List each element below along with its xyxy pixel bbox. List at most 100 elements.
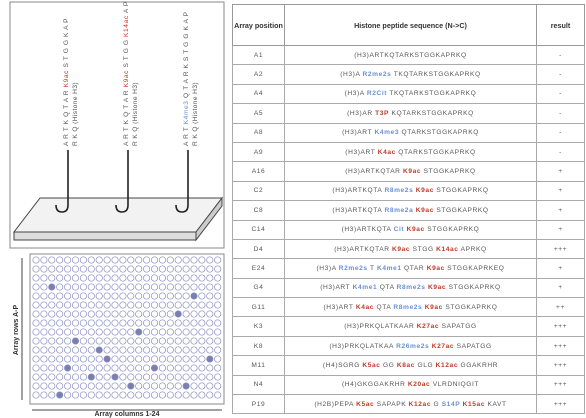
spot	[135, 292, 143, 300]
sequence-segment: (H3)A	[316, 264, 339, 272]
sequence-segment: KQTARKSTGGKAPRKQ	[389, 109, 474, 117]
spot	[174, 355, 182, 363]
spot	[71, 373, 80, 381]
spot	[64, 328, 72, 336]
spot	[56, 256, 64, 264]
spot	[174, 391, 182, 399]
array-position: A1	[232, 44, 285, 66]
spot	[40, 256, 48, 264]
spot	[48, 337, 56, 345]
sequence-segment: A P	[123, 1, 130, 15]
table-row: M11 (H4)SGRG K5ac GG K8ac GLG K12ac GGAKR…	[232, 355, 585, 376]
spot	[56, 355, 64, 363]
spot	[111, 274, 119, 282]
spot	[206, 283, 214, 291]
peptide-sequence: (H4)GKGGAKRHR K20ac VLRDNIQGIT	[284, 374, 537, 396]
result: +	[536, 161, 585, 182]
spot	[119, 337, 127, 345]
spot	[48, 319, 56, 327]
spot	[190, 382, 198, 390]
spot	[206, 301, 214, 309]
spot	[143, 310, 151, 318]
table-row: P19 (H2B)PEPA K5ac SAPAPK K12ac G S14P K1…	[232, 394, 585, 415]
table-row: A1 (H3)ARTKQTARKSTGGKAPRKQ -	[232, 44, 585, 66]
spot	[158, 310, 166, 318]
spot	[64, 373, 72, 381]
spot	[198, 355, 206, 363]
sequence-segment: K9ac	[406, 226, 425, 234]
spot	[32, 346, 40, 354]
spot	[182, 319, 190, 327]
spot	[103, 274, 111, 282]
spot	[174, 337, 182, 345]
spot	[127, 265, 135, 273]
spot	[71, 274, 80, 282]
spot	[111, 355, 119, 363]
peptide-sequence: (H3)ART K4me1 QTA R8me2s K9ac STGGKAPRKQ	[284, 277, 537, 299]
sequence-segment: K9ac	[402, 168, 422, 176]
spot	[190, 337, 198, 345]
spot	[198, 382, 206, 390]
spot	[79, 292, 87, 300]
spot	[95, 373, 103, 381]
spot	[95, 265, 103, 273]
spot	[56, 319, 64, 327]
spot	[190, 256, 198, 264]
sequence-segment: K4me3	[374, 129, 400, 137]
slide	[12, 197, 224, 233]
spot	[182, 337, 190, 345]
spot	[32, 283, 40, 291]
spot	[95, 292, 103, 300]
sequence-segment: S14P	[441, 400, 461, 408]
array-position: A5	[232, 103, 285, 124]
peptide-sequence: A R T K Q T A R K9ac S T G G K A P	[63, 18, 70, 146]
spot	[87, 382, 95, 390]
spot	[158, 355, 166, 363]
array-position: K8	[232, 335, 285, 357]
array-position: M11	[232, 355, 285, 376]
spot	[111, 301, 119, 309]
spot	[103, 292, 111, 300]
spot	[127, 256, 135, 264]
spot	[40, 364, 48, 372]
spot	[158, 256, 166, 264]
spot	[48, 274, 56, 282]
spot	[143, 337, 151, 345]
spot	[182, 364, 190, 372]
spot	[79, 274, 87, 282]
array-position: G4	[232, 277, 285, 299]
linker	[175, 150, 189, 213]
spot	[127, 355, 135, 363]
spot	[198, 373, 206, 381]
sequence-segment: (H3)ARTKQTA	[341, 226, 394, 234]
spot	[214, 283, 222, 291]
spot	[198, 346, 206, 354]
spot	[87, 265, 95, 273]
spot	[103, 319, 111, 327]
spot	[111, 292, 119, 300]
spot	[95, 328, 103, 336]
sequence-segment: K27ac	[416, 323, 440, 331]
sequence-segment: GLG	[415, 361, 436, 369]
slide-side	[195, 196, 223, 242]
spot	[119, 256, 127, 264]
spot	[103, 355, 111, 363]
spot	[198, 337, 206, 345]
spot	[174, 265, 182, 273]
spot	[190, 373, 198, 381]
spot	[190, 310, 198, 318]
spot	[198, 256, 206, 264]
peptide-label: R K Q (Histone H3)	[72, 82, 79, 146]
sequence-segment: (H3)ART	[320, 284, 353, 292]
spot	[150, 265, 159, 273]
spot	[32, 256, 40, 264]
spot	[64, 265, 72, 273]
spot	[56, 373, 64, 381]
spot	[127, 301, 135, 309]
peptide-sequence: (H3)ARTKQTAR K9ac STGG K14ac APRKQ	[284, 238, 537, 260]
sequence-segment: K4ac	[355, 303, 375, 311]
spot	[143, 346, 151, 354]
peptide-sequence: (H3)ARTKQTARKSTGGKAPRKQ	[284, 44, 537, 66]
spot	[95, 301, 103, 309]
spot	[79, 355, 87, 363]
